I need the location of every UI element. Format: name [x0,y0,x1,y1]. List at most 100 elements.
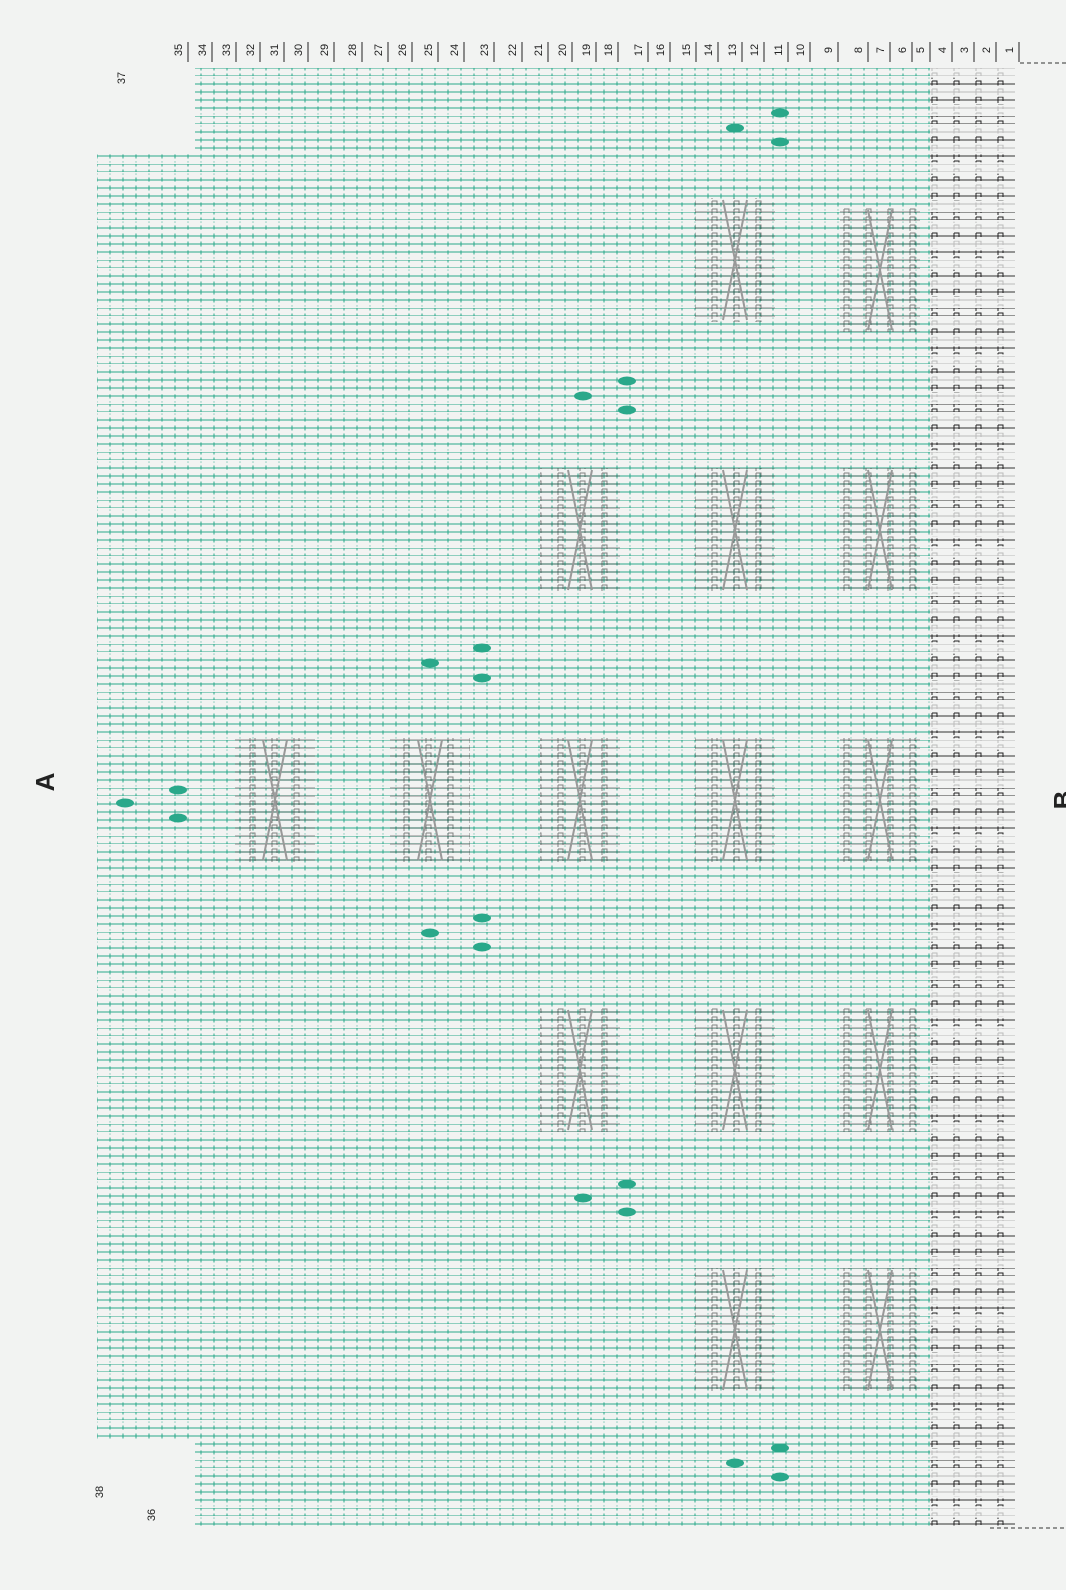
edge-stitches [930,1268,1015,1276]
stitch-row [97,423,930,431]
edge-stitches [930,68,1015,76]
stitch-row [97,1268,930,1276]
stitch-row [97,1345,930,1353]
stitch-row [195,1470,930,1478]
edge-stitches [930,1220,1015,1228]
stitch-row [97,1038,930,1046]
edge-stitches [930,529,1015,537]
row-number: 28 [347,44,359,56]
stitch-row [97,1210,930,1218]
bobble [473,914,491,923]
edge-stitches [930,279,1015,287]
stitch-row [97,644,930,652]
edge-stitches [930,817,1015,825]
edge-stitches [930,87,1015,95]
stitch-row [97,606,930,614]
edge-stitches [930,942,1015,950]
stitch-row [97,1383,930,1391]
edge-stitches [930,212,1015,220]
stitch-row [195,106,930,114]
stitch-row [97,586,930,594]
edge-stitches [930,1402,1015,1410]
edge-stitches [930,452,1015,460]
stitch-row [97,385,930,393]
stitch-row [97,1201,930,1209]
edge-stitches [930,836,1015,844]
stitch-row [97,961,930,969]
bobble [421,929,439,938]
edge-stitches [930,606,1015,614]
edge-stitches [930,1230,1015,1238]
edge-stitches [930,1470,1015,1478]
bobble [726,1459,744,1468]
row-number: 36 [146,1509,158,1521]
edge-stitches [930,663,1015,671]
edge-stitches [930,759,1015,767]
stitch-row [97,174,930,182]
edge-stitches [930,913,1015,921]
edge-stitches [930,721,1015,729]
stitch-row [97,1374,930,1382]
stitch-row [97,836,930,844]
edge-stitches [930,1441,1015,1449]
edge-stitches [930,250,1015,258]
row-number: 5 [915,47,927,53]
stitch-row [195,68,930,76]
stitch-row [97,1239,930,1247]
edge-stitches [930,1086,1015,1094]
edge-stitches [930,826,1015,834]
stitch-row [195,1479,930,1487]
edge-stitches [930,1422,1015,1430]
edge-stitches [930,346,1015,354]
edge-stitches [930,1354,1015,1362]
stitch-row [97,346,930,354]
stitch-row [97,1162,930,1170]
edge-stitches [930,961,1015,969]
stitch-row [97,1047,930,1055]
edge-stitches [930,500,1015,508]
stitch-row [97,356,930,364]
stitch-row [195,87,930,95]
edge-stitches [930,1009,1015,1017]
edge-stitches [930,1460,1015,1468]
edge-stitches [930,1489,1015,1497]
bobble [473,674,491,683]
edge-stitches [930,202,1015,210]
stitch-row [97,1364,930,1372]
edge-stitches [930,673,1015,681]
edge-stitches [930,164,1015,172]
edge-stitches [930,442,1015,450]
edge-stitches [930,1018,1015,1026]
edge-stitches [930,778,1015,786]
stitch-row [97,1412,930,1420]
stitch-row [97,1422,930,1430]
stitch-row [97,154,930,162]
stitch-row [97,740,930,748]
stitch-row [97,596,930,604]
edge-stitches [930,1431,1015,1439]
stitch-row [97,1134,930,1142]
edge-stitches [930,1028,1015,1036]
edge-stitches [930,289,1015,297]
stitch-row [97,855,930,863]
edge-stitches [930,1335,1015,1343]
bobble [726,124,744,133]
stitch-row [97,558,930,566]
edge-stitches [930,510,1015,518]
edge-stitches [930,711,1015,719]
stitch-row [97,913,930,921]
edge-stitches [930,1249,1015,1257]
stitch-row [97,241,930,249]
edge-stitches [930,78,1015,86]
edge-stitches [930,1297,1015,1305]
edge-stitches [930,788,1015,796]
stitch-row [97,1182,930,1190]
stitch-row [97,942,930,950]
edge-stitches [930,1412,1015,1420]
edge-stitches [930,318,1015,326]
stitch-row [195,97,930,105]
row-number: 3 [959,47,971,53]
row-number: 1 [1004,47,1016,53]
row-number: 15 [681,44,693,56]
stitch-row [97,778,930,786]
